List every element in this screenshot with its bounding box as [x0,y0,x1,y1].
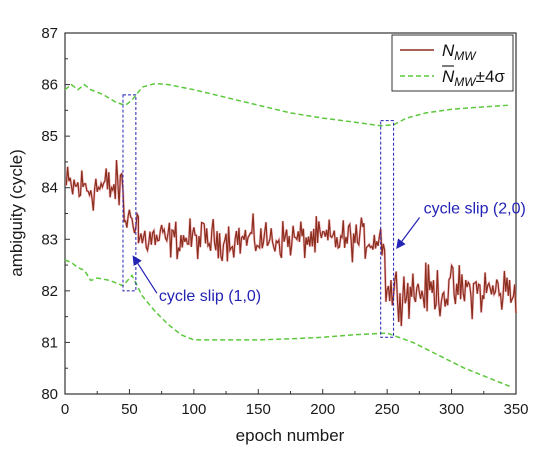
cycle-slip-arrow [132,255,158,294]
y-tick-label: 81 [41,334,58,351]
cycle-slip-arrow [396,217,421,249]
x-tick-label: 0 [61,401,69,418]
cycle-slip-box [380,120,395,338]
x-axis-title: epoch number [236,426,345,445]
legend-label: NMW±4σ [442,67,505,89]
y-tick-label: 84 [41,180,58,197]
series-bound-line [64,82,510,127]
x-tick-label: 100 [181,401,206,418]
series-bound-line [64,259,510,387]
y-tick-label: 85 [41,128,58,145]
series-nmw-glow [65,159,518,327]
cycle-slip-label: cycle slip (2,0) [424,201,526,218]
legend-box [391,34,514,92]
x-tick-label: 50 [121,401,138,418]
y-tick-label: 86 [41,77,58,94]
y-tick-label: 87 [41,25,58,42]
cycle-slip-box [122,94,137,292]
x-tick-label: 350 [503,401,528,418]
legend-label: NMW [442,41,477,63]
y-tick-label: 82 [41,283,58,300]
y-tick-label: 83 [41,231,58,248]
x-tick-label: 300 [439,401,464,418]
y-tick-label: 80 [41,386,58,403]
legend: NMW NMW±4σ [391,34,514,92]
series-nmw-line [65,159,517,327]
cycle-slip-label: cycle slip (1,0) [159,288,261,305]
x-tick-label: 150 [246,401,271,418]
y-axis-title: ambiguity (cycle) [7,149,26,277]
x-tick-label: 200 [310,401,335,418]
x-tick-label: 250 [375,401,400,418]
